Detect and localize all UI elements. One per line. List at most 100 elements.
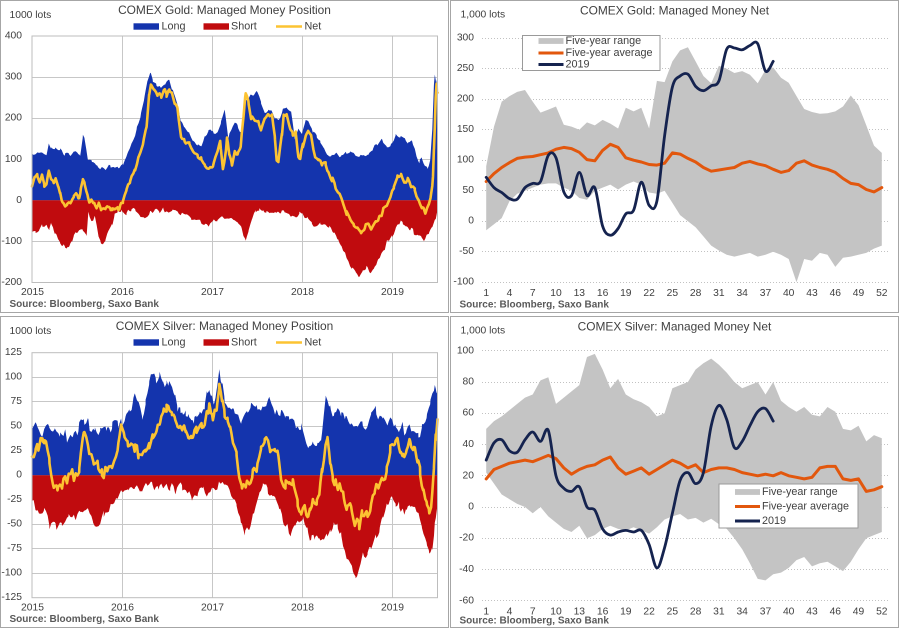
svg-text:Net: Net <box>305 337 322 349</box>
svg-text:Net: Net <box>305 21 322 33</box>
svg-text:22: 22 <box>643 607 655 618</box>
svg-text:0: 0 <box>16 195 22 206</box>
svg-text:19: 19 <box>620 607 632 618</box>
svg-text:13: 13 <box>574 607 586 618</box>
svg-text:125: 125 <box>5 347 22 358</box>
svg-text:Five-year average: Five-year average <box>762 501 849 513</box>
svg-text:100: 100 <box>5 154 22 165</box>
svg-text:100: 100 <box>457 155 474 166</box>
svg-text:40: 40 <box>783 288 795 299</box>
svg-text:Five-year range: Five-year range <box>566 35 642 47</box>
svg-text:Short: Short <box>231 21 257 33</box>
svg-text:2017: 2017 <box>201 602 224 613</box>
svg-text:37: 37 <box>760 288 772 299</box>
svg-text:19: 19 <box>620 288 632 299</box>
svg-text:300: 300 <box>5 72 22 83</box>
svg-text:200: 200 <box>457 94 474 105</box>
svg-text:-20: -20 <box>459 533 474 544</box>
svg-text:300: 300 <box>457 33 474 44</box>
svg-text:Long: Long <box>162 21 186 33</box>
svg-text:37: 37 <box>760 607 772 618</box>
svg-text:10: 10 <box>550 288 562 299</box>
svg-text:1: 1 <box>483 288 489 299</box>
svg-text:40: 40 <box>463 439 475 450</box>
svg-text:28: 28 <box>690 607 702 618</box>
svg-text:Five-year average: Five-year average <box>566 47 653 59</box>
svg-text:2016: 2016 <box>111 287 134 298</box>
svg-text:50: 50 <box>463 185 475 196</box>
svg-text:31: 31 <box>713 607 725 618</box>
svg-text:2018: 2018 <box>291 602 314 613</box>
svg-text:2019: 2019 <box>762 515 786 527</box>
svg-text:46: 46 <box>830 607 842 618</box>
svg-text:7: 7 <box>530 288 536 299</box>
svg-text:Source: Bloomberg, Saxo Bank: Source: Bloomberg, Saxo Bank <box>460 616 610 627</box>
svg-text:1,000 lots: 1,000 lots <box>461 326 506 337</box>
svg-text:-50: -50 <box>7 519 22 530</box>
svg-text:10: 10 <box>550 607 562 618</box>
svg-text:1000 lots: 1000 lots <box>10 326 52 337</box>
svg-text:43: 43 <box>806 288 818 299</box>
svg-text:2019: 2019 <box>381 602 404 613</box>
svg-text:2015: 2015 <box>21 602 44 613</box>
svg-text:43: 43 <box>806 607 818 618</box>
svg-text:16: 16 <box>597 288 609 299</box>
svg-text:80: 80 <box>463 377 475 388</box>
svg-text:34: 34 <box>736 288 748 299</box>
svg-text:2018: 2018 <box>291 287 314 298</box>
svg-text:COMEX Silver: Managed Money Po: COMEX Silver: Managed Money Position <box>116 319 333 333</box>
svg-text:2016: 2016 <box>111 602 134 613</box>
svg-text:31: 31 <box>713 288 725 299</box>
svg-text:Source: Bloomberg, Saxo Bank: Source: Bloomberg, Saxo Bank <box>10 299 160 310</box>
svg-text:50: 50 <box>11 421 23 432</box>
svg-text:2019: 2019 <box>381 287 404 298</box>
svg-text:0: 0 <box>468 502 474 513</box>
svg-text:-125: -125 <box>1 592 22 603</box>
svg-text:-25: -25 <box>7 494 22 505</box>
svg-text:2017: 2017 <box>201 287 224 298</box>
svg-text:46: 46 <box>830 288 842 299</box>
svg-text:Source: Bloomberg, Saxo Bank: Source: Bloomberg, Saxo Bank <box>10 614 160 625</box>
svg-text:4: 4 <box>507 607 513 618</box>
svg-text:150: 150 <box>457 124 474 135</box>
svg-text:49: 49 <box>853 288 865 299</box>
svg-text:Source: Bloomberg, Saxo Bank: Source: Bloomberg, Saxo Bank <box>460 300 610 311</box>
svg-text:13: 13 <box>574 288 586 299</box>
svg-text:1,000 lots: 1,000 lots <box>461 10 506 21</box>
svg-text:-50: -50 <box>459 246 474 257</box>
svg-text:-100: -100 <box>1 568 22 579</box>
svg-text:7: 7 <box>530 607 536 618</box>
svg-text:22: 22 <box>643 288 655 299</box>
svg-text:0: 0 <box>16 470 22 481</box>
svg-text:16: 16 <box>597 607 609 618</box>
svg-text:25: 25 <box>667 288 679 299</box>
svg-text:-75: -75 <box>7 543 22 554</box>
svg-text:2015: 2015 <box>21 287 44 298</box>
svg-text:4: 4 <box>507 288 513 299</box>
svg-text:20: 20 <box>463 470 475 481</box>
svg-text:52: 52 <box>876 288 888 299</box>
svg-text:52: 52 <box>876 607 888 618</box>
svg-text:COMEX Silver: Managed Money Ne: COMEX Silver: Managed Money Net <box>578 320 772 334</box>
svg-text:COMEX Gold: Managed Money Posi: COMEX Gold: Managed Money Position <box>118 3 331 17</box>
svg-text:200: 200 <box>5 113 22 124</box>
svg-text:1000 lots: 1000 lots <box>10 10 52 21</box>
svg-text:-100: -100 <box>453 277 474 288</box>
svg-text:Short: Short <box>231 337 257 349</box>
svg-text:25: 25 <box>11 445 23 456</box>
svg-text:1: 1 <box>483 607 489 618</box>
svg-text:-40: -40 <box>459 564 474 575</box>
svg-text:-60: -60 <box>459 595 474 606</box>
svg-text:25: 25 <box>667 607 679 618</box>
svg-text:100: 100 <box>5 372 22 383</box>
svg-text:40: 40 <box>783 607 795 618</box>
svg-text:250: 250 <box>457 63 474 74</box>
svg-text:28: 28 <box>690 288 702 299</box>
svg-text:-200: -200 <box>1 277 22 288</box>
svg-text:-100: -100 <box>1 236 22 247</box>
svg-text:100: 100 <box>457 345 474 356</box>
svg-text:COMEX Gold: Managed Money Net: COMEX Gold: Managed Money Net <box>580 4 770 18</box>
svg-text:49: 49 <box>853 607 865 618</box>
svg-text:400: 400 <box>5 31 22 42</box>
svg-text:75: 75 <box>11 396 23 407</box>
